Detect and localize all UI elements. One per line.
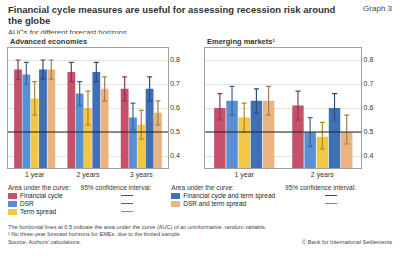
svg-text:2 years: 2 years xyxy=(76,171,99,179)
html-text:Term spread: Term spread xyxy=(20,208,57,215)
svg-text:1 year: 1 year xyxy=(25,171,45,179)
html-text:Financial cycle and term sprea: Financial cycle and term spread xyxy=(183,192,276,199)
svg-text:0.4: 0.4 xyxy=(364,152,374,159)
html-text:The horizontal lines at 0.5 in: The horizontal lines at 0.5 indicate the… xyxy=(8,224,267,230)
svg-text:1 year: 1 year xyxy=(234,171,254,179)
html-text:Area under the curve:: Area under the curve: xyxy=(8,184,71,191)
svg-text:0.5: 0.5 xyxy=(364,128,374,135)
html-text:AUCs for different forecast ho: AUCs for different forecast horizons xyxy=(8,28,127,37)
svg-text:0.7: 0.7 xyxy=(364,80,374,87)
svg-text:0.5: 0.5 xyxy=(170,128,180,135)
html-text:95% confidence interval:: 95% confidence interval: xyxy=(285,184,356,191)
svg-text:0.8: 0.8 xyxy=(364,56,374,63)
html-text:95% confidence interval:: 95% confidence interval: xyxy=(80,184,152,191)
svg-text:0.6: 0.6 xyxy=(364,104,374,111)
html-text:Area under the curve:: Area under the curve: xyxy=(171,184,234,191)
html-text:¹ No three-year forecast horiz: ¹ No three-year forecast horizons for EM… xyxy=(8,231,182,238)
html-text:Graph 3: Graph 3 xyxy=(363,4,392,13)
html-text:Financial cycle measures are u: Financial cycle measures are useful for … xyxy=(8,4,336,26)
html-text:DSR: DSR xyxy=(20,200,34,207)
svg-text:2 years: 2 years xyxy=(311,171,334,179)
svg-text:0.6: 0.6 xyxy=(170,104,180,111)
svg-text:3 years: 3 years xyxy=(130,171,153,179)
svg-text:0.7: 0.7 xyxy=(170,80,180,87)
html-text:Financial cycle: Financial cycle xyxy=(20,192,63,199)
svg-text:Emerging markets¹: Emerging markets¹ xyxy=(207,37,275,46)
html-text:Source: Authors' calculations.: Source: Authors' calculations. xyxy=(8,238,82,245)
svg-text:Advanced economies: Advanced economies xyxy=(10,37,87,46)
html-text:DSR and term spread: DSR and term spread xyxy=(183,200,247,207)
html-text:© Bank for International Settl: © Bank for International Settlements xyxy=(302,238,392,245)
svg-text:0.4: 0.4 xyxy=(170,152,180,159)
svg-text:0.8: 0.8 xyxy=(170,56,180,63)
